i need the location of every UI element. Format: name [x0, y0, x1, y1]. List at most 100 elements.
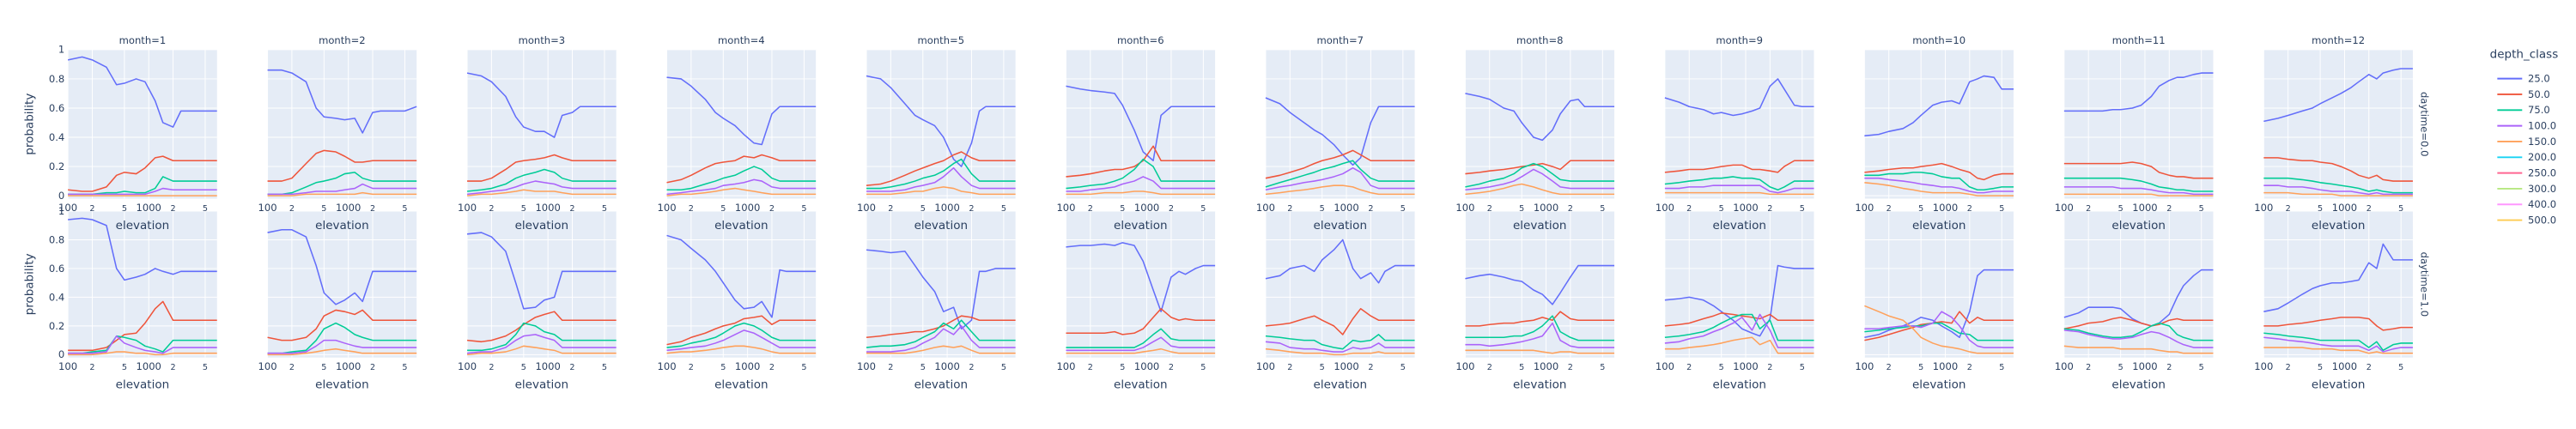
series-line-150-0 [666, 345, 817, 354]
legend-entry: 75.0 [2528, 104, 2550, 116]
series-line-150-0 [866, 345, 1016, 354]
facet-series-group [866, 75, 1016, 196]
series-line-25-0 [1465, 264, 1615, 305]
series-line-150-0 [2263, 191, 2413, 196]
facet-panel [1664, 49, 1814, 199]
series-line-75-0 [1265, 334, 1415, 350]
x-tick-label: 100 [857, 202, 876, 214]
series-line-75-0 [2263, 332, 2413, 352]
series-line-100-0 [2063, 329, 2214, 348]
series-line-25-0 [68, 217, 217, 281]
x-tick-label: 2 [1886, 204, 1892, 214]
x-tick-label: 5 [2199, 204, 2204, 214]
x-tick-label: 100 [1056, 202, 1075, 214]
series-line-25-0 [1066, 242, 1216, 312]
facet-panel [1464, 49, 1615, 199]
facet-series-group [2263, 243, 2413, 354]
series-line-100-0 [68, 335, 217, 354]
facet-panel [1863, 210, 2014, 358]
facet-series-group [1465, 264, 1615, 354]
x-tick-label: 5 [920, 204, 926, 214]
x-tick-label: 100 [1855, 360, 1874, 372]
x-tick-label: 5 [1719, 363, 1724, 372]
x-axis-title: elevation [2111, 219, 2165, 233]
series-line-75-0 [666, 166, 817, 191]
x-tick-label: 2 [1686, 363, 1692, 372]
x-tick-label: 5 [203, 363, 208, 372]
x-tick-label: 100 [1056, 360, 1075, 372]
series-line-150-0 [2063, 345, 2214, 354]
x-tick-label: 5 [801, 363, 806, 372]
series-line-100-0 [68, 187, 217, 196]
facet-panel [466, 49, 617, 199]
series-line-25-0 [2263, 68, 2413, 123]
facet-col-title: month=10 [1912, 34, 1965, 46]
series-line-100-0 [866, 166, 1016, 192]
series-line-100-0 [2263, 336, 2413, 353]
x-tick-label: 100 [58, 202, 77, 214]
x-axis-title: elevation [515, 219, 568, 233]
facet-col-title: month=11 [2112, 34, 2166, 46]
y-tick-label: 0.8 [49, 73, 64, 85]
x-axis-title: elevation [1314, 219, 1367, 233]
y-tick-label: 0.4 [49, 291, 64, 303]
series-line-75-0 [1465, 162, 1615, 188]
series-line-150-0 [1465, 183, 1615, 196]
facet-col-title: month=4 [718, 34, 765, 46]
series-line-50-0 [2263, 157, 2413, 182]
facet-row-title: daytime=1.0 [2419, 252, 2431, 317]
series-line-50-0 [2063, 317, 2214, 330]
x-tick-label: 100 [2254, 202, 2273, 214]
x-tick-label: 1000 [136, 360, 161, 372]
series-line-150-0 [1066, 347, 1216, 354]
series-line-25-0 [466, 232, 617, 310]
x-tick-label: 2 [489, 204, 494, 214]
y-tick-label: 0.4 [49, 131, 64, 143]
x-tick-label: 100 [857, 360, 876, 372]
facet-panel [1065, 49, 1216, 199]
x-tick-label: 1000 [136, 202, 161, 214]
series-line-50-0 [1465, 160, 1615, 175]
facet-col-title: month=9 [1716, 34, 1763, 46]
series-line-150-0 [1664, 191, 1814, 196]
facet-background [866, 210, 1016, 358]
x-tick-label: 5 [1120, 204, 1125, 214]
x-tick-label: 2 [1287, 363, 1292, 372]
series-line-100-0 [1465, 168, 1615, 191]
x-tick-label: 5 [1918, 204, 1923, 214]
facet-panel [866, 210, 1016, 358]
facet-col-title: month=5 [918, 34, 965, 46]
x-tick-label: 1000 [934, 360, 959, 372]
series-line-50-0 [666, 154, 817, 184]
series-line-150-0 [666, 187, 817, 196]
series-line-25-0 [267, 69, 417, 134]
x-tick-label: 1000 [934, 202, 959, 214]
facet-background [1465, 49, 1615, 199]
series-line-25-0 [466, 72, 617, 138]
series-line-50-0 [1265, 308, 1415, 335]
series-line-100-0 [466, 180, 617, 196]
x-tick-label: 5 [1600, 204, 1605, 214]
x-tick-label: 5 [1719, 204, 1724, 214]
x-tick-label: 5 [521, 204, 526, 214]
x-tick-label: 5 [122, 204, 127, 214]
series-line-150-0 [466, 345, 617, 356]
x-axis-title: elevation [1314, 378, 1367, 391]
series-line-100-0 [1465, 322, 1615, 348]
facet-series-group [666, 76, 817, 196]
x-tick-label: 2 [2086, 363, 2091, 372]
x-tick-label: 1000 [1334, 360, 1358, 372]
x-tick-label: 5 [1999, 204, 2004, 214]
x-axis-title: elevation [1513, 219, 1566, 233]
x-tick-label: 100 [458, 360, 477, 372]
legend: depth_class 25.0 50.0 75.0 100.0 150.0 200.0 2… [2490, 48, 2559, 227]
series-line-50-0 [1066, 145, 1216, 178]
y-axis-title: probability [23, 253, 37, 315]
series-line-75-0 [1066, 328, 1216, 348]
series-line-150-0 [267, 191, 417, 196]
series-line-50-0 [1664, 160, 1814, 173]
facet-panel [1664, 210, 1814, 358]
x-tick-label: 5 [1400, 363, 1406, 372]
x-axis-title: elevation [315, 378, 368, 391]
